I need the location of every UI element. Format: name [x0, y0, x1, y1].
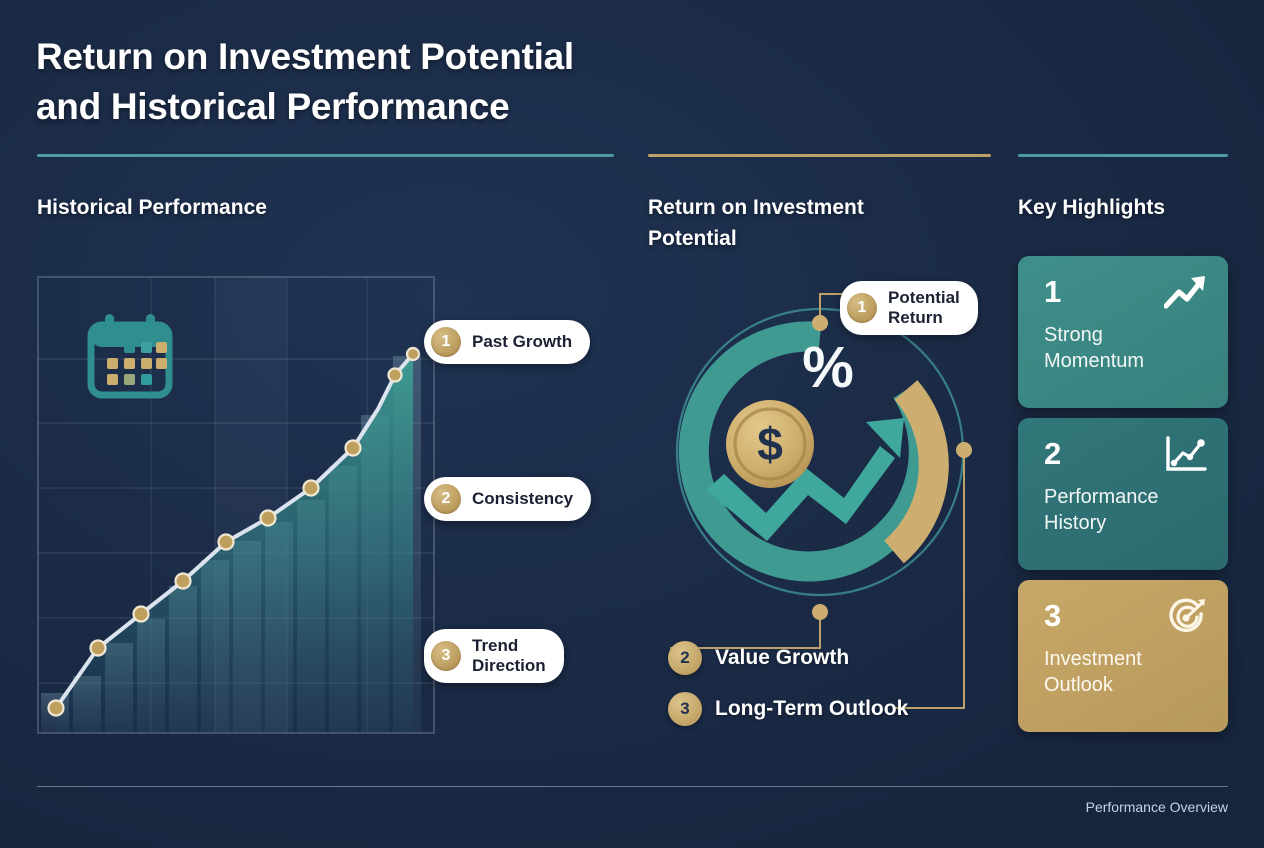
- highlight-card-strong-momentum[interactable]: 1 Strong Momentum: [1018, 256, 1228, 408]
- roi-connector-right: [894, 450, 965, 709]
- page-title-line-1: Return on Investment Potential: [36, 36, 574, 77]
- roi-item-long-term-outlook[interactable]: 3 Long-Term Outlook: [668, 692, 908, 726]
- callout-number-badge: 1: [431, 327, 461, 357]
- callout-number-badge: 1: [847, 293, 877, 324]
- callout-label: Trend Direction: [472, 636, 546, 676]
- item-number-badge: 2: [668, 641, 702, 675]
- percent-symbol: %: [802, 335, 854, 400]
- roi-donut-graphic: $ %: [648, 262, 998, 742]
- calendar-icon: [87, 314, 173, 399]
- item-label: Value Growth: [715, 646, 850, 669]
- highlight-number: 1: [1044, 274, 1062, 309]
- dollar-coin-icon: $: [726, 400, 814, 488]
- chart-data-points: [47, 346, 421, 717]
- highlight-number: 2: [1044, 436, 1062, 471]
- callout-label: Past Growth: [472, 331, 573, 351]
- callout-label: Consistency: [472, 488, 574, 508]
- item-label: Long-Term Outlook: [715, 697, 909, 720]
- dollar-symbol: $: [757, 418, 783, 470]
- roi-node-right: [956, 442, 972, 458]
- roi-connector-bottom: [670, 612, 821, 649]
- highlight-label: Strong Momentum: [1044, 324, 1145, 373]
- callout-label: Potential Return: [888, 288, 960, 328]
- section-heading-historical-performance: Historical Performance: [37, 196, 267, 219]
- item-number-badge: 3: [668, 692, 702, 726]
- line-chart-icon: [1164, 436, 1208, 474]
- section-heading-roi-potential: Return on Investment Potential: [648, 196, 864, 251]
- divider-left-column: [37, 154, 614, 157]
- section-heading-key-highlights: Key Highlights: [1018, 196, 1166, 219]
- highlight-card-performance-history[interactable]: 2 Performance History: [1018, 418, 1228, 570]
- roi-gold-arc: [883, 380, 949, 564]
- roi-item-value-growth[interactable]: 2 Value Growth: [668, 641, 849, 675]
- footer-divider: [37, 786, 1228, 787]
- roi-node-bottom: [812, 604, 828, 620]
- callout-number-badge: 3: [431, 641, 461, 672]
- roi-node-top: [812, 315, 828, 331]
- growth-arrow-icon: [706, 418, 904, 541]
- highlight-label: Investment Outlook: [1044, 648, 1142, 697]
- callout-potential-return[interactable]: 1 Potential Return: [840, 281, 978, 336]
- page-title-line-2: and Historical Performance: [36, 85, 510, 127]
- divider-right-column: [1018, 154, 1228, 157]
- page-title: Return on Investment Potential and Histo…: [36, 32, 936, 131]
- highlight-label: Performance History: [1044, 486, 1159, 535]
- callout-past-growth[interactable]: 1 Past Growth: [424, 320, 591, 364]
- trend-up-arrow-icon: [1163, 274, 1208, 312]
- callout-trend-direction[interactable]: 3 Trend Direction: [424, 629, 564, 684]
- highlight-card-investment-outlook[interactable]: 3 Investment Outlook: [1018, 580, 1228, 732]
- divider-middle-column: [648, 154, 991, 157]
- historical-performance-chart: [37, 276, 435, 734]
- callout-number-badge: 2: [431, 484, 461, 514]
- target-icon: [1164, 598, 1208, 636]
- highlight-number: 3: [1044, 598, 1062, 633]
- callout-consistency[interactable]: 2 Consistency: [424, 477, 592, 521]
- footer-label: Performance Overview: [1085, 799, 1228, 815]
